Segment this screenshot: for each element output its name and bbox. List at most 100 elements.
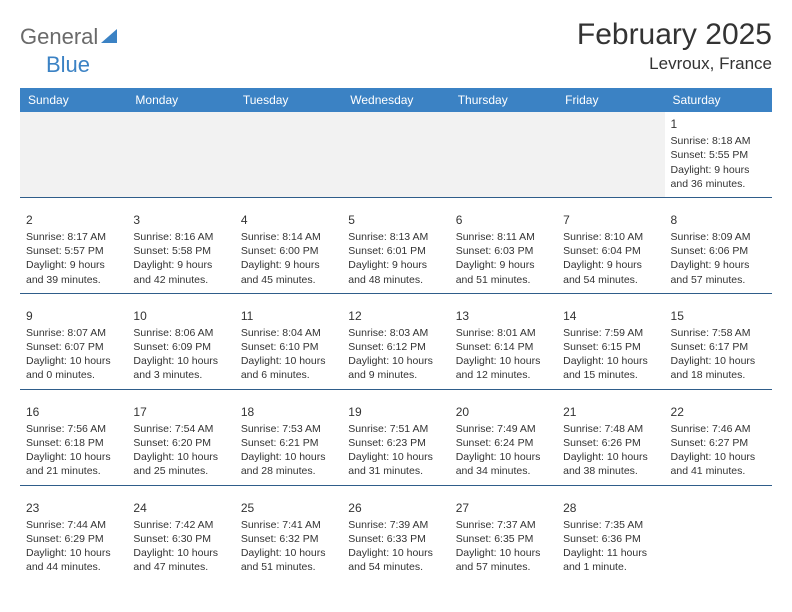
daylight-text: Daylight: 10 hours and 0 minutes. xyxy=(26,354,121,382)
calendar-day-cell: 6Sunrise: 8:11 AMSunset: 6:03 PMDaylight… xyxy=(450,208,557,293)
day-number: 9 xyxy=(26,308,121,324)
weekday-header: Thursday xyxy=(450,88,557,112)
location: Levroux, France xyxy=(577,54,772,74)
day-number: 26 xyxy=(348,500,443,516)
calendar-day-cell: 3Sunrise: 8:16 AMSunset: 5:58 PMDaylight… xyxy=(127,208,234,293)
sunrise-text: Sunrise: 7:59 AM xyxy=(563,326,658,340)
row-divider xyxy=(20,293,772,304)
sunrise-text: Sunrise: 7:41 AM xyxy=(241,518,336,532)
calendar-day-cell: 18Sunrise: 7:53 AMSunset: 6:21 PMDayligh… xyxy=(235,400,342,485)
day-number: 7 xyxy=(563,212,658,228)
day-number: 15 xyxy=(671,308,766,324)
daylight-text: Daylight: 9 hours and 45 minutes. xyxy=(241,258,336,286)
day-number: 24 xyxy=(133,500,228,516)
sunrise-text: Sunrise: 8:14 AM xyxy=(241,230,336,244)
daylight-text: Daylight: 10 hours and 54 minutes. xyxy=(348,546,443,574)
calendar-day-cell: 17 Sunrise: 7:54 AMSunset: 6:20 PMDayligh… xyxy=(127,400,234,485)
day-number: 13 xyxy=(456,308,551,324)
sunset-text: Sunset: 6:01 PM xyxy=(348,244,443,258)
sunrise-text: Sunrise: 7:39 AM xyxy=(348,518,443,532)
calendar-day-cell: 12Sunrise: 8:03 AMSunset: 6:12 PMDayligh… xyxy=(342,304,449,389)
day-number: 4 xyxy=(241,212,336,228)
calendar-day-cell: 24Sunrise: 7:42 AMSunset: 6:30 PMDayligh… xyxy=(127,496,234,581)
daylight-text: Daylight: 10 hours and 15 minutes. xyxy=(563,354,658,382)
daylight-text: Daylight: 10 hours and 47 minutes. xyxy=(133,546,228,574)
sunrise-text: Sunrise: 8:10 AM xyxy=(563,230,658,244)
sunrise-text: Sunrise: 8:17 AM xyxy=(26,230,121,244)
sunrise-text: Sunrise: 7:51 AM xyxy=(348,422,443,436)
sunset-text: Sunset: 6:04 PM xyxy=(563,244,658,258)
day-number: 19 xyxy=(348,404,443,420)
logo-sail-icon xyxy=(100,24,118,50)
daylight-text: Daylight: 9 hours and 48 minutes. xyxy=(348,258,443,286)
day-number: 18 xyxy=(241,404,336,420)
calendar-day-cell: 23Sunrise: 7:44 AMSunset: 6:29 PMDayligh… xyxy=(20,496,127,581)
row-divider xyxy=(20,389,772,400)
sunrise-text: Sunrise: 7:49 AM xyxy=(456,422,551,436)
sunset-text: Sunset: 5:55 PM xyxy=(671,148,766,162)
calendar-day-cell: 8Sunrise: 8:09 AMSunset: 6:06 PMDaylight… xyxy=(665,208,772,293)
day-number: 8 xyxy=(671,212,766,228)
calendar-day-cell: 1 Sunrise: 8:18 AMSunset: 5:55 PMDaylight… xyxy=(665,112,772,197)
day-number: 1 xyxy=(671,116,766,132)
sunset-text: Sunset: 6:26 PM xyxy=(563,436,658,450)
daylight-text: Daylight: 10 hours and 9 minutes. xyxy=(348,354,443,382)
sunset-text: Sunset: 6:14 PM xyxy=(456,340,551,354)
sunrise-text: Sunrise: 7:42 AM xyxy=(133,518,228,532)
sunset-text: Sunset: 6:06 PM xyxy=(671,244,766,258)
sunset-text: Sunset: 6:33 PM xyxy=(348,532,443,546)
calendar-table: Sunday Monday Tuesday Wednesday Thursday… xyxy=(20,88,772,580)
sunset-text: Sunset: 6:35 PM xyxy=(456,532,551,546)
calendar-week-row: 2Sunrise: 8:17 AMSunset: 5:57 PMDaylight… xyxy=(20,208,772,293)
calendar-day-cell: 28Sunrise: 7:35 AMSunset: 6:36 PMDayligh… xyxy=(557,496,664,581)
daylight-text: Daylight: 11 hours and 1 minute. xyxy=(563,546,658,574)
calendar-day-cell: 9Sunrise: 8:07 AMSunset: 6:07 PMDaylight… xyxy=(20,304,127,389)
sunrise-text: Sunrise: 8:01 AM xyxy=(456,326,551,340)
sunrise-text: Sunrise: 7:58 AM xyxy=(671,326,766,340)
sunrise-text: Sunrise: 8:18 AM xyxy=(671,134,766,148)
sunrise-text: Sunrise: 8:03 AM xyxy=(348,326,443,340)
day-number: 17 xyxy=(133,404,228,420)
calendar-day-cell: 5 Sunrise: 8:13 AMSunset: 6:01 PMDaylight… xyxy=(342,208,449,293)
day-number: 14 xyxy=(563,308,658,324)
calendar-day-cell xyxy=(127,112,234,197)
weekday-header: Tuesday xyxy=(235,88,342,112)
sunrise-text: Sunrise: 7:44 AM xyxy=(26,518,121,532)
sunrise-text: Sunrise: 7:48 AM xyxy=(563,422,658,436)
calendar-week-row: 16Sunrise: 7:56 AMSunset: 6:18 PMDayligh… xyxy=(20,400,772,485)
sunset-text: Sunset: 6:07 PM xyxy=(26,340,121,354)
sunset-text: Sunset: 6:24 PM xyxy=(456,436,551,450)
calendar-day-cell: 13Sunrise: 8:01 AMSunset: 6:14 PMDayligh… xyxy=(450,304,557,389)
sunset-text: Sunset: 6:32 PM xyxy=(241,532,336,546)
calendar-day-cell: 14Sunrise: 7:59 AMSunset: 6:15 PMDayligh… xyxy=(557,304,664,389)
sunset-text: Sunset: 6:20 PM xyxy=(133,436,228,450)
calendar-day-cell xyxy=(235,112,342,197)
sunrise-text: Sunrise: 7:54 AM xyxy=(133,422,228,436)
sunset-text: Sunset: 6:17 PM xyxy=(671,340,766,354)
day-number: 5 xyxy=(348,212,443,228)
sunset-text: Sunset: 6:10 PM xyxy=(241,340,336,354)
daylight-text: Daylight: 10 hours and 25 minutes. xyxy=(133,450,228,478)
weekday-header-row: Sunday Monday Tuesday Wednesday Thursday… xyxy=(20,88,772,112)
sunrise-text: Sunrise: 7:37 AM xyxy=(456,518,551,532)
title-block: February 2025 Levroux, France xyxy=(577,18,772,74)
day-number: 20 xyxy=(456,404,551,420)
daylight-text: Daylight: 10 hours and 31 minutes. xyxy=(348,450,443,478)
sunrise-text: Sunrise: 7:53 AM xyxy=(241,422,336,436)
day-number: 2 xyxy=(26,212,121,228)
calendar-week-row: 9Sunrise: 8:07 AMSunset: 6:07 PMDaylight… xyxy=(20,304,772,389)
daylight-text: Daylight: 10 hours and 3 minutes. xyxy=(133,354,228,382)
sunrise-text: Sunrise: 8:13 AM xyxy=(348,230,443,244)
row-divider xyxy=(20,485,772,496)
calendar-day-cell: 15Sunrise: 7:58 AMSunset: 6:17 PMDayligh… xyxy=(665,304,772,389)
calendar-day-cell xyxy=(557,112,664,197)
logo-text-general: General xyxy=(20,24,98,50)
daylight-text: Daylight: 9 hours and 39 minutes. xyxy=(26,258,121,286)
daylight-text: Daylight: 9 hours and 36 minutes. xyxy=(671,163,766,191)
day-number: 6 xyxy=(456,212,551,228)
daylight-text: Daylight: 9 hours and 42 minutes. xyxy=(133,258,228,286)
sunrise-text: Sunrise: 8:06 AM xyxy=(133,326,228,340)
sunset-text: Sunset: 6:03 PM xyxy=(456,244,551,258)
calendar-day-cell: 26 Sunrise: 7:39 AMSunset: 6:33 PMDayligh… xyxy=(342,496,449,581)
calendar-day-cell: 19Sunrise: 7:51 AMSunset: 6:23 PMDayligh… xyxy=(342,400,449,485)
